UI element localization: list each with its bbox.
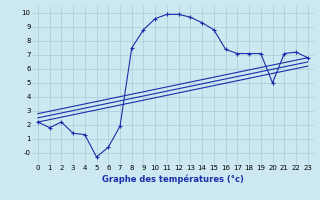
X-axis label: Graphe des températures (°c): Graphe des températures (°c) (102, 174, 244, 184)
